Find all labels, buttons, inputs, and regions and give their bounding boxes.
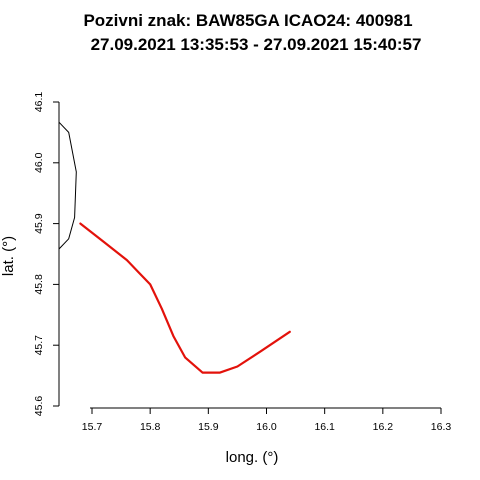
y-tick-label: 45.9 <box>33 213 45 234</box>
y-tick-label: 45.6 <box>33 396 45 417</box>
x-tick-label: 16.0 <box>256 421 277 433</box>
track-line-black <box>59 121 77 250</box>
track-line-red <box>79 222 291 374</box>
x-tick-label: 16.3 <box>431 421 452 433</box>
y-tick-label: 45.7 <box>33 335 45 356</box>
x-axis: 15.7 15.8 15.9 16.0 16.1 16.2 16.3 <box>82 407 452 433</box>
x-axis-label: long. (°) <box>226 449 279 466</box>
y-axis-label: lat. (°) <box>0 236 17 276</box>
x-tick-label: 15.9 <box>198 421 219 433</box>
chart-title-line-1: Pozivni znak: BAW85GA ICAO24: 400981 <box>83 11 412 30</box>
chart-title-line-2: 27.09.2021 13:35:53 - 27.09.2021 15:40:5… <box>91 35 422 54</box>
y-tick-label: 45.8 <box>33 274 45 295</box>
x-tick-label: 15.8 <box>140 421 161 433</box>
series-layer <box>59 121 291 374</box>
x-tick-label: 16.1 <box>314 421 335 433</box>
x-tick-label: 16.2 <box>373 421 394 433</box>
y-tick-label: 46.0 <box>33 152 45 173</box>
y-axis: 45.6 45.7 45.8 45.9 46.0 46.1 <box>33 92 60 417</box>
x-tick-label: 15.7 <box>82 421 103 433</box>
y-tick-label: 46.1 <box>33 92 45 113</box>
